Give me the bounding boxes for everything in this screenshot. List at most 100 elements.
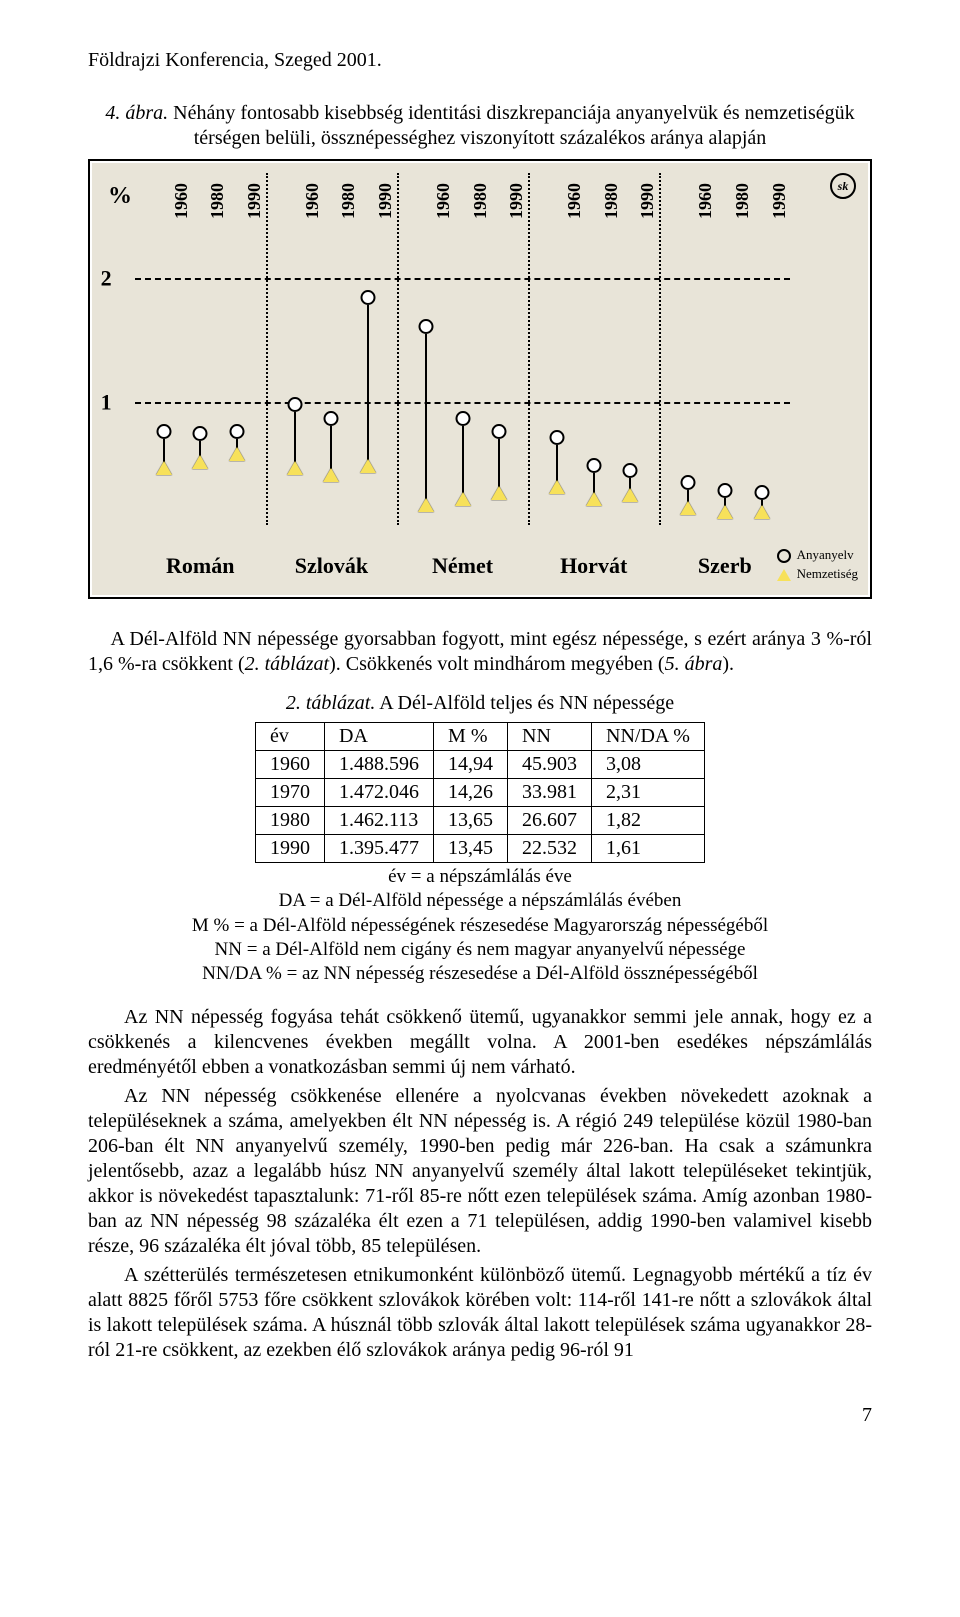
table-header-cell: NN/DA % [592, 723, 705, 751]
chart-circle-marker [586, 458, 601, 473]
table-cell: 3,08 [592, 751, 705, 779]
chart-group-label: Szerb [698, 552, 752, 580]
chart-stem [462, 426, 464, 494]
table-cell: 14,94 [434, 751, 508, 779]
para-after-figure-ital1: 2. táblázat [245, 653, 329, 675]
chart-stem [498, 439, 500, 488]
chart-triangle-marker [455, 492, 471, 506]
para-after-figure-ital2: 5. ábra [665, 653, 723, 675]
chart-y-tick: 2 [101, 265, 112, 293]
table-cell: 1960 [256, 751, 325, 779]
chart-triangle-marker [418, 498, 434, 512]
table-header-cell: év [256, 723, 325, 751]
table-row: 19601.488.59614,9445.9033,08 [256, 751, 705, 779]
chart-gridline [135, 402, 791, 404]
chart-triangle-marker [287, 461, 303, 475]
table-cell: 1990 [256, 835, 325, 863]
chart-year-label: 1980 [206, 183, 229, 219]
data-table: évDAM %NNNN/DA %19601.488.59614,9445.903… [255, 722, 705, 863]
chart-circle-marker [418, 319, 433, 334]
para-after-figure: A Dél-Alföld NN népessége gyorsabban fog… [88, 627, 872, 677]
chart-year-label: 1980 [600, 183, 623, 219]
chart-year-label: 1960 [563, 183, 586, 219]
table-cell: 26.607 [508, 807, 592, 835]
chart-group-label: Német [432, 552, 493, 580]
chart-group-separator [659, 173, 661, 525]
running-head: Földrajzi Konferencia, Szeged 2001. [88, 48, 872, 73]
table-cell: 45.903 [508, 751, 592, 779]
table-row: 19901.395.47713,4522.5321,61 [256, 835, 705, 863]
chart-circle-marker [287, 397, 302, 412]
chart-circle-marker [193, 426, 208, 441]
chart-year-label: 1990 [374, 183, 397, 219]
legend-nemzetiseg: Nemzetiség [797, 566, 858, 583]
chart-triangle-marker [549, 480, 565, 494]
chart-circle-marker [623, 463, 638, 478]
chart-circle-marker [754, 485, 769, 500]
table-cell: 33.981 [508, 779, 592, 807]
chart-triangle-marker [360, 459, 376, 473]
chart-stem [367, 305, 369, 460]
legend-anyanyelv: Anyanyelv [797, 547, 854, 564]
body-p1: Az NN népesség fogyása tehát csökkenő üt… [88, 1005, 872, 1080]
chart-circle-marker [549, 430, 564, 445]
chart-year-label: 1960 [170, 183, 193, 219]
chart-year-label: 1990 [243, 183, 266, 219]
figure-caption-body: Néhány fontosabb kisebbség identitási di… [168, 102, 854, 149]
chart-triangle-marker [754, 505, 770, 519]
table-legend-l4: NN = a Dél-Alföld nem cigány és nem magy… [88, 938, 872, 962]
chart-y-unit: % [108, 181, 132, 211]
chart-triangle-marker [717, 505, 733, 519]
chart-year-label: 1980 [337, 183, 360, 219]
chart-circle-marker [455, 411, 470, 426]
chart-group-label: Horvát [560, 552, 627, 580]
chart-triangle-marker [622, 488, 638, 502]
table-legend-l2: DA = a Dél-Alföld népessége a népszámlál… [88, 889, 872, 913]
table-caption: 2. táblázat. A Dél-Alföld teljes és NN n… [88, 691, 872, 716]
chart-year-label: 1960 [694, 183, 717, 219]
table-header-cell: DA [325, 723, 434, 751]
table-cell: 1970 [256, 779, 325, 807]
chart-gridline [135, 278, 791, 280]
chart-year-label: 1960 [301, 183, 324, 219]
chart-plot-area: 2119601980199019601980199019601980199019… [135, 229, 791, 525]
chart-stem [330, 426, 332, 469]
chart-circle-marker [681, 475, 696, 490]
table-legend-l3: M % = a Dél-Alföld népességének részesed… [88, 914, 872, 938]
table-cell: 14,26 [434, 779, 508, 807]
sk-badge-icon: sk [830, 173, 856, 199]
chart-circle-marker [324, 411, 339, 426]
chart-year-label: 1980 [731, 183, 754, 219]
chart-y-tick: 1 [101, 388, 112, 416]
figure-caption-prefix: 4. ábra. [105, 102, 168, 124]
table-cell: 13,65 [434, 807, 508, 835]
chart-stem [425, 334, 427, 501]
chart-circle-marker [717, 483, 732, 498]
chart-year-label: 1960 [432, 183, 455, 219]
chart-circle-marker [156, 424, 171, 439]
chart-stem [294, 412, 296, 464]
chart-group-separator [266, 173, 268, 525]
chart-plot-bg: % sk 21196019801990196019801990196019801… [92, 163, 868, 595]
chart-stem [593, 473, 595, 494]
body-p3: A szétterülés természetesen etnikumonkén… [88, 1263, 872, 1363]
table-row: 19701.472.04614,2633.9812,31 [256, 779, 705, 807]
table-cell: 1.472.046 [325, 779, 434, 807]
triangle-icon [777, 569, 791, 581]
chart-year-label: 1980 [469, 183, 492, 219]
chart-group-separator [397, 173, 399, 525]
circle-icon [777, 549, 791, 563]
chart-triangle-marker [323, 468, 339, 482]
table-header-cell: M % [434, 723, 508, 751]
figure-caption: 4. ábra. Néhány fontosabb kisebbség iden… [88, 101, 872, 151]
chart-group-separator [528, 173, 530, 525]
chart-year-label: 1990 [505, 183, 528, 219]
chart-circle-marker [229, 424, 244, 439]
chart-legend: Anyanyelv Nemzetiség [777, 545, 858, 585]
table-header-cell: NN [508, 723, 592, 751]
chart-year-label: 1990 [768, 183, 791, 219]
chart-triangle-marker [192, 455, 208, 469]
table-legend-l1: év = a népszámlálás éve [88, 865, 872, 889]
chart-triangle-marker [586, 492, 602, 506]
table-cell: 1.488.596 [325, 751, 434, 779]
